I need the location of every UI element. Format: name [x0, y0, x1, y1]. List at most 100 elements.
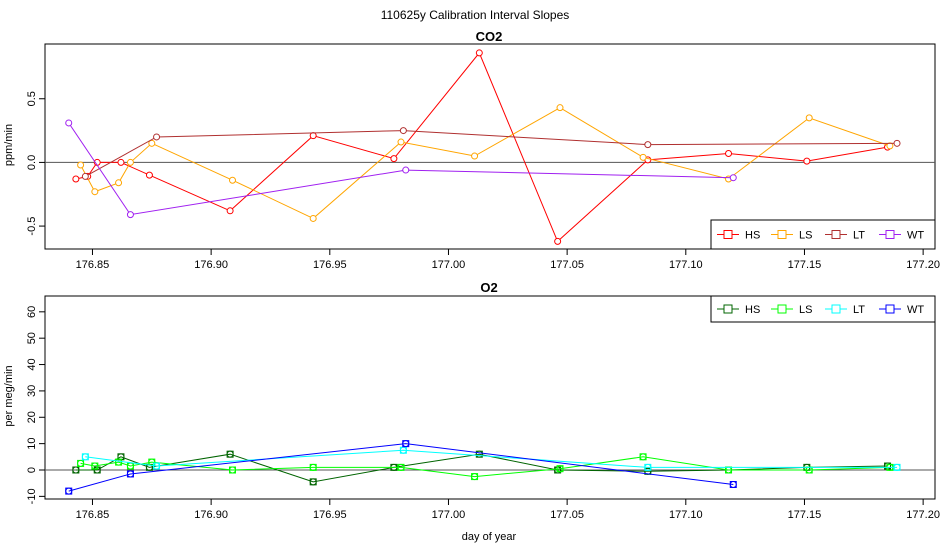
data-point [556, 104, 564, 112]
x-tick-label: 176.85 [76, 259, 110, 271]
data-point-ring [153, 462, 161, 470]
y-tick-label: 0.0 [26, 155, 38, 170]
y-tick-label: 40 [26, 358, 38, 370]
data-point-ring [65, 487, 73, 495]
data-point-ring [644, 463, 652, 471]
series-hs [72, 450, 892, 486]
co2-panel: CO2 ppm/min 176.85 176.90 176.95 177.00 177.… [3, 29, 940, 271]
data-point [893, 139, 901, 147]
data-point-ring [639, 453, 647, 461]
data-point [145, 171, 153, 179]
data-point [803, 157, 811, 165]
data-point-ring [91, 462, 99, 470]
co2-y-axis-label: ppm/min [3, 124, 15, 166]
data-point [471, 152, 479, 160]
plot-frame [44, 295, 936, 500]
legend-label: HS [745, 304, 760, 316]
data-point [644, 141, 652, 149]
y-tick-label: 30 [26, 385, 38, 397]
data-point [228, 176, 236, 184]
series-wt [65, 440, 737, 495]
data-point-ring [475, 450, 483, 458]
data-point [226, 207, 234, 215]
legend-label: LT [853, 230, 865, 242]
x-tick-label: 177.20 [906, 259, 940, 271]
data-point-ring [471, 473, 479, 481]
data-point [390, 155, 398, 163]
data-point-ring [81, 453, 89, 461]
series-line-hs [75, 51, 888, 243]
legend-swatch-marker [723, 230, 733, 239]
x-tick-label: 177.05 [550, 259, 584, 271]
series-line-wt [68, 443, 734, 492]
legend-swatch-marker [831, 230, 841, 239]
data-point [72, 175, 80, 183]
x-tick-label: 177.20 [906, 509, 940, 521]
x-tick-label: 176.90 [194, 259, 228, 271]
data-point-ring [72, 466, 80, 474]
data-point-ring [556, 465, 564, 473]
series-lt [81, 446, 901, 471]
x-tick-label: 176.95 [313, 259, 347, 271]
data-point-ring [729, 481, 737, 488]
data-point [729, 174, 737, 182]
series-hs [72, 49, 892, 245]
data-point [402, 166, 410, 174]
x-tick-label: 176.85 [76, 509, 110, 521]
series-line-lt [85, 449, 897, 468]
legend-swatch-marker [777, 230, 787, 239]
legend-label: HS [745, 230, 760, 242]
data-point [725, 150, 733, 158]
y-tick-label: -10 [26, 488, 38, 504]
x-tick-label: 177.10 [669, 259, 703, 271]
x-tick-label: 176.90 [194, 509, 228, 521]
series-lt [81, 127, 901, 180]
series-line-wt [68, 122, 734, 216]
data-point-ring [309, 478, 317, 486]
series-ls [77, 104, 894, 222]
data-point [91, 188, 99, 196]
legend-label: LS [799, 230, 812, 242]
data-point [399, 127, 407, 135]
legend: HS LS LT WT [710, 219, 936, 250]
legend-swatch-marker [885, 304, 895, 314]
series-line-lt [85, 130, 898, 177]
legend-swatch-marker [723, 304, 733, 314]
series-line-ls [80, 456, 890, 478]
o2-y-axis-label: per meg/min [3, 365, 15, 426]
data-point-ring [77, 459, 85, 467]
x-tick-label: 177.00 [432, 259, 466, 271]
y-tick-label: 0 [26, 467, 38, 473]
legend-swatch-marker [777, 304, 787, 314]
x-tick-label: 176.95 [313, 509, 347, 521]
series-line-hs [75, 453, 888, 483]
x-tick-label: 177.15 [788, 259, 822, 271]
data-point [117, 158, 125, 166]
data-point [81, 172, 89, 180]
series-wt [65, 119, 737, 219]
data-point-ring [93, 466, 101, 474]
o2-panel: O2 per meg/min day of year 176.85 176.90 1… [3, 280, 940, 543]
data-point [148, 139, 156, 147]
co2-panel-title: CO2 [476, 29, 503, 44]
legend-label: LS [799, 304, 812, 316]
data-point [475, 49, 483, 57]
data-point-ring [397, 463, 405, 471]
x-tick-label: 177.10 [669, 509, 703, 521]
data-point-ring [115, 458, 123, 466]
data-point [309, 132, 317, 140]
legend-label: LT [853, 304, 865, 316]
data-point [397, 138, 405, 146]
data-point-ring [893, 463, 901, 471]
legend-label: WT [907, 230, 924, 242]
data-point [153, 133, 161, 141]
y-tick-label: 50 [26, 332, 38, 344]
legend-label: WT [907, 304, 924, 316]
y-tick-label: 20 [26, 411, 38, 423]
x-tick-label: 177.05 [550, 509, 584, 521]
x-tick-label: 177.00 [432, 509, 466, 521]
data-point-ring [399, 446, 407, 454]
legend-swatch-marker [831, 304, 841, 314]
series-line-ls [80, 107, 891, 219]
